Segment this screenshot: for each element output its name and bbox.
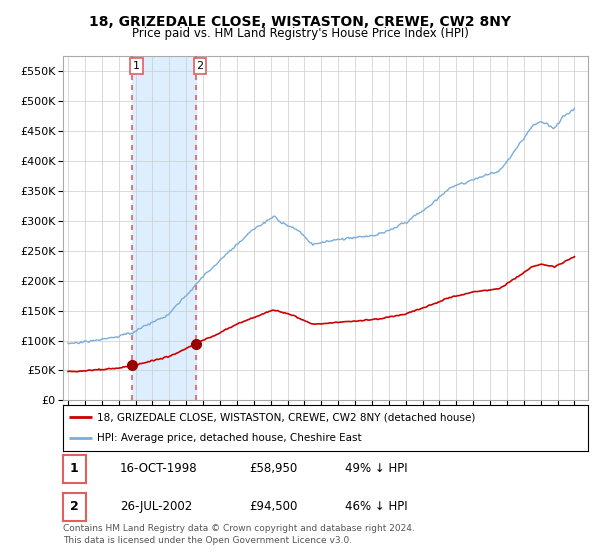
Bar [132,56,196,400]
Text: 16-OCT-1998: 16-OCT-1998 [120,462,197,475]
Text: 49% ↓ HPI: 49% ↓ HPI [345,462,407,475]
Text: Price paid vs. HM Land Registry's House Price Index (HPI): Price paid vs. HM Land Registry's House … [131,27,469,40]
Text: £58,950: £58,950 [249,462,297,475]
Text: 18, GRIZEDALE CLOSE, WISTASTON, CREWE, CW2 8NY: 18, GRIZEDALE CLOSE, WISTASTON, CREWE, C… [89,15,511,29]
Text: 2: 2 [70,500,79,514]
Text: 26-JUL-2002: 26-JUL-2002 [120,500,192,514]
Text: 1: 1 [70,462,79,475]
Text: 2: 2 [197,61,203,71]
Text: HPI: Average price, detached house, Cheshire East: HPI: Average price, detached house, Ches… [97,433,362,444]
Text: Contains HM Land Registry data © Crown copyright and database right 2024.
This d: Contains HM Land Registry data © Crown c… [63,524,415,545]
Text: £94,500: £94,500 [249,500,298,514]
Text: 46% ↓ HPI: 46% ↓ HPI [345,500,407,514]
Text: 1: 1 [133,61,140,71]
Text: 18, GRIZEDALE CLOSE, WISTASTON, CREWE, CW2 8NY (detached house): 18, GRIZEDALE CLOSE, WISTASTON, CREWE, C… [97,412,476,422]
